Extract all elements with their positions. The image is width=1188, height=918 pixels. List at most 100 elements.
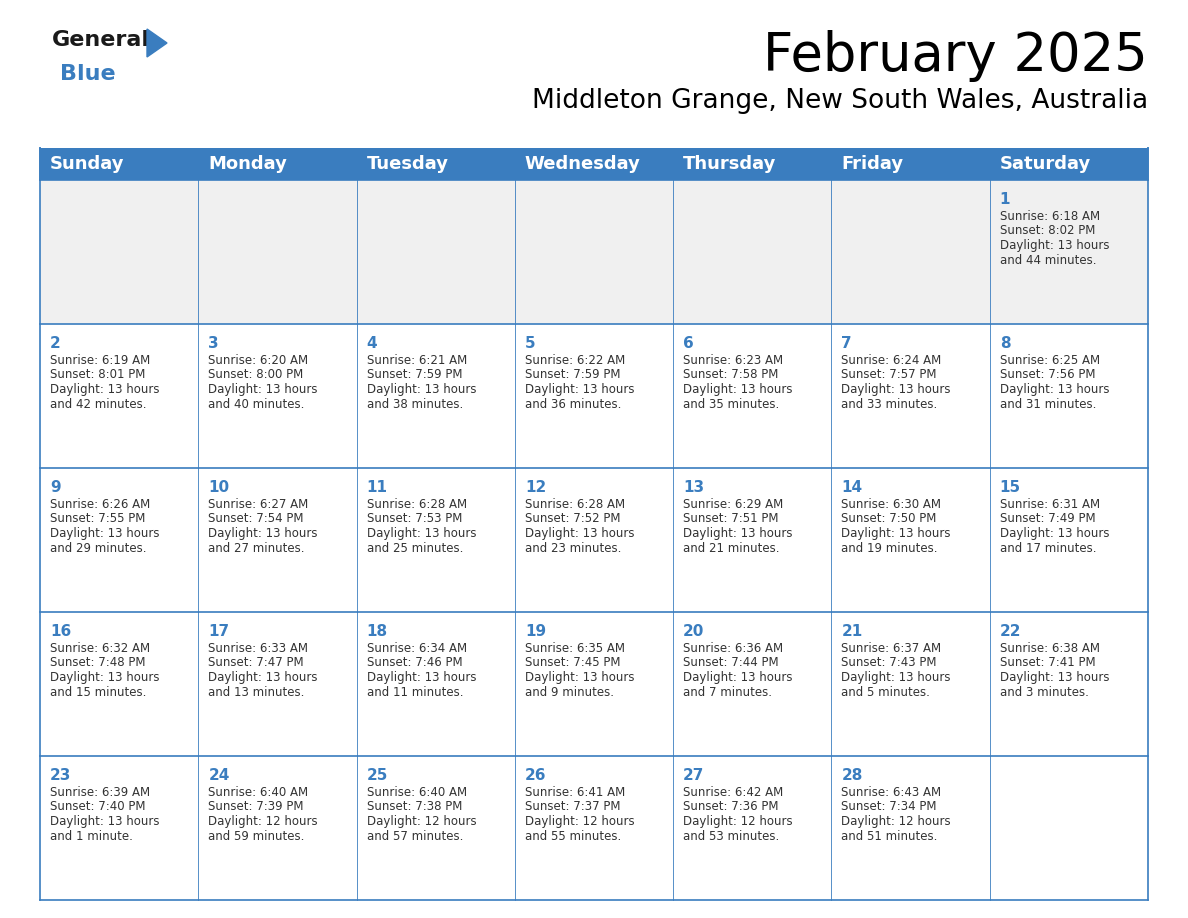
- Text: Daylight: 13 hours: Daylight: 13 hours: [683, 527, 792, 540]
- Text: Daylight: 13 hours: Daylight: 13 hours: [367, 671, 476, 684]
- Text: 15: 15: [1000, 480, 1020, 495]
- Text: Daylight: 13 hours: Daylight: 13 hours: [683, 383, 792, 396]
- Text: Sunset: 7:40 PM: Sunset: 7:40 PM: [50, 800, 145, 813]
- Text: Sunset: 7:43 PM: Sunset: 7:43 PM: [841, 656, 937, 669]
- Text: Sunset: 7:58 PM: Sunset: 7:58 PM: [683, 368, 778, 382]
- Text: and 33 minutes.: and 33 minutes.: [841, 397, 937, 410]
- Text: 23: 23: [50, 768, 71, 783]
- Text: Sunrise: 6:39 AM: Sunrise: 6:39 AM: [50, 786, 150, 799]
- Text: and 57 minutes.: and 57 minutes.: [367, 830, 463, 843]
- Text: Sunrise: 6:20 AM: Sunrise: 6:20 AM: [208, 354, 309, 367]
- Text: 27: 27: [683, 768, 704, 783]
- Text: Wednesday: Wednesday: [525, 155, 640, 173]
- Text: Sunset: 7:55 PM: Sunset: 7:55 PM: [50, 512, 145, 525]
- Text: Sunset: 7:50 PM: Sunset: 7:50 PM: [841, 512, 937, 525]
- Text: Sunset: 7:37 PM: Sunset: 7:37 PM: [525, 800, 620, 813]
- Text: Sunrise: 6:42 AM: Sunrise: 6:42 AM: [683, 786, 783, 799]
- Text: Sunset: 7:45 PM: Sunset: 7:45 PM: [525, 656, 620, 669]
- Text: and 9 minutes.: and 9 minutes.: [525, 686, 614, 699]
- Text: 20: 20: [683, 624, 704, 639]
- Text: February 2025: February 2025: [763, 30, 1148, 82]
- Text: and 25 minutes.: and 25 minutes.: [367, 542, 463, 554]
- Text: Monday: Monday: [208, 155, 287, 173]
- Text: Sunset: 7:46 PM: Sunset: 7:46 PM: [367, 656, 462, 669]
- Text: Sunset: 7:59 PM: Sunset: 7:59 PM: [367, 368, 462, 382]
- Text: 28: 28: [841, 768, 862, 783]
- Text: and 35 minutes.: and 35 minutes.: [683, 397, 779, 410]
- Text: and 15 minutes.: and 15 minutes.: [50, 686, 146, 699]
- Text: Sunset: 8:01 PM: Sunset: 8:01 PM: [50, 368, 145, 382]
- Text: and 53 minutes.: and 53 minutes.: [683, 830, 779, 843]
- Text: 2: 2: [50, 336, 61, 351]
- Text: 12: 12: [525, 480, 546, 495]
- Text: Sunrise: 6:25 AM: Sunrise: 6:25 AM: [1000, 354, 1100, 367]
- Text: Sunset: 7:38 PM: Sunset: 7:38 PM: [367, 800, 462, 813]
- Text: Saturday: Saturday: [1000, 155, 1091, 173]
- Text: Daylight: 13 hours: Daylight: 13 hours: [50, 527, 159, 540]
- Text: Daylight: 13 hours: Daylight: 13 hours: [1000, 239, 1110, 252]
- Text: 26: 26: [525, 768, 546, 783]
- Text: 5: 5: [525, 336, 536, 351]
- Text: and 5 minutes.: and 5 minutes.: [841, 686, 930, 699]
- Text: Daylight: 12 hours: Daylight: 12 hours: [683, 815, 792, 828]
- Polygon shape: [147, 29, 168, 57]
- Text: Daylight: 13 hours: Daylight: 13 hours: [841, 671, 950, 684]
- Text: Sunrise: 6:35 AM: Sunrise: 6:35 AM: [525, 642, 625, 655]
- Bar: [40, 148, 1148, 180]
- Text: and 27 minutes.: and 27 minutes.: [208, 542, 305, 554]
- Text: Sunset: 8:02 PM: Sunset: 8:02 PM: [1000, 225, 1095, 238]
- Text: Sunset: 7:59 PM: Sunset: 7:59 PM: [525, 368, 620, 382]
- Text: Friday: Friday: [841, 155, 904, 173]
- Text: Sunrise: 6:30 AM: Sunrise: 6:30 AM: [841, 498, 941, 511]
- Text: and 59 minutes.: and 59 minutes.: [208, 830, 304, 843]
- Text: 16: 16: [50, 624, 71, 639]
- Text: Tuesday: Tuesday: [367, 155, 449, 173]
- Text: Sunrise: 6:26 AM: Sunrise: 6:26 AM: [50, 498, 150, 511]
- Text: Sunrise: 6:23 AM: Sunrise: 6:23 AM: [683, 354, 783, 367]
- Text: and 17 minutes.: and 17 minutes.: [1000, 542, 1097, 554]
- Text: Sunset: 7:57 PM: Sunset: 7:57 PM: [841, 368, 937, 382]
- Text: Blue: Blue: [61, 64, 115, 84]
- Text: 11: 11: [367, 480, 387, 495]
- Text: 13: 13: [683, 480, 704, 495]
- Text: Sunrise: 6:18 AM: Sunrise: 6:18 AM: [1000, 210, 1100, 223]
- Text: General: General: [52, 30, 150, 50]
- Text: Sunrise: 6:29 AM: Sunrise: 6:29 AM: [683, 498, 783, 511]
- Text: and 40 minutes.: and 40 minutes.: [208, 397, 304, 410]
- Text: 3: 3: [208, 336, 219, 351]
- Text: Daylight: 13 hours: Daylight: 13 hours: [50, 671, 159, 684]
- Text: Middleton Grange, New South Wales, Australia: Middleton Grange, New South Wales, Austr…: [532, 88, 1148, 114]
- Text: and 36 minutes.: and 36 minutes.: [525, 397, 621, 410]
- Text: 1: 1: [1000, 192, 1010, 207]
- Text: Sunset: 7:56 PM: Sunset: 7:56 PM: [1000, 368, 1095, 382]
- Text: 4: 4: [367, 336, 378, 351]
- Text: Daylight: 12 hours: Daylight: 12 hours: [208, 815, 318, 828]
- Text: 18: 18: [367, 624, 387, 639]
- Text: and 23 minutes.: and 23 minutes.: [525, 542, 621, 554]
- Text: Sunrise: 6:43 AM: Sunrise: 6:43 AM: [841, 786, 942, 799]
- Text: and 29 minutes.: and 29 minutes.: [50, 542, 146, 554]
- Text: Daylight: 13 hours: Daylight: 13 hours: [525, 527, 634, 540]
- Text: Daylight: 13 hours: Daylight: 13 hours: [50, 383, 159, 396]
- Text: Sunset: 7:49 PM: Sunset: 7:49 PM: [1000, 512, 1095, 525]
- Text: 8: 8: [1000, 336, 1010, 351]
- Text: Daylight: 12 hours: Daylight: 12 hours: [367, 815, 476, 828]
- Text: and 51 minutes.: and 51 minutes.: [841, 830, 937, 843]
- Text: Sunrise: 6:22 AM: Sunrise: 6:22 AM: [525, 354, 625, 367]
- Text: 25: 25: [367, 768, 388, 783]
- Text: Sunday: Sunday: [50, 155, 125, 173]
- Text: and 42 minutes.: and 42 minutes.: [50, 397, 146, 410]
- Text: Sunrise: 6:21 AM: Sunrise: 6:21 AM: [367, 354, 467, 367]
- Text: Daylight: 13 hours: Daylight: 13 hours: [208, 527, 317, 540]
- Text: Sunrise: 6:24 AM: Sunrise: 6:24 AM: [841, 354, 942, 367]
- Bar: [40, 180, 1148, 324]
- Text: and 44 minutes.: and 44 minutes.: [1000, 253, 1097, 266]
- Text: Daylight: 13 hours: Daylight: 13 hours: [841, 527, 950, 540]
- Text: Sunset: 8:00 PM: Sunset: 8:00 PM: [208, 368, 304, 382]
- Text: Daylight: 13 hours: Daylight: 13 hours: [525, 671, 634, 684]
- Text: Sunrise: 6:32 AM: Sunrise: 6:32 AM: [50, 642, 150, 655]
- Text: Sunset: 7:39 PM: Sunset: 7:39 PM: [208, 800, 304, 813]
- Text: Sunrise: 6:41 AM: Sunrise: 6:41 AM: [525, 786, 625, 799]
- Text: and 21 minutes.: and 21 minutes.: [683, 542, 779, 554]
- Text: Sunset: 7:47 PM: Sunset: 7:47 PM: [208, 656, 304, 669]
